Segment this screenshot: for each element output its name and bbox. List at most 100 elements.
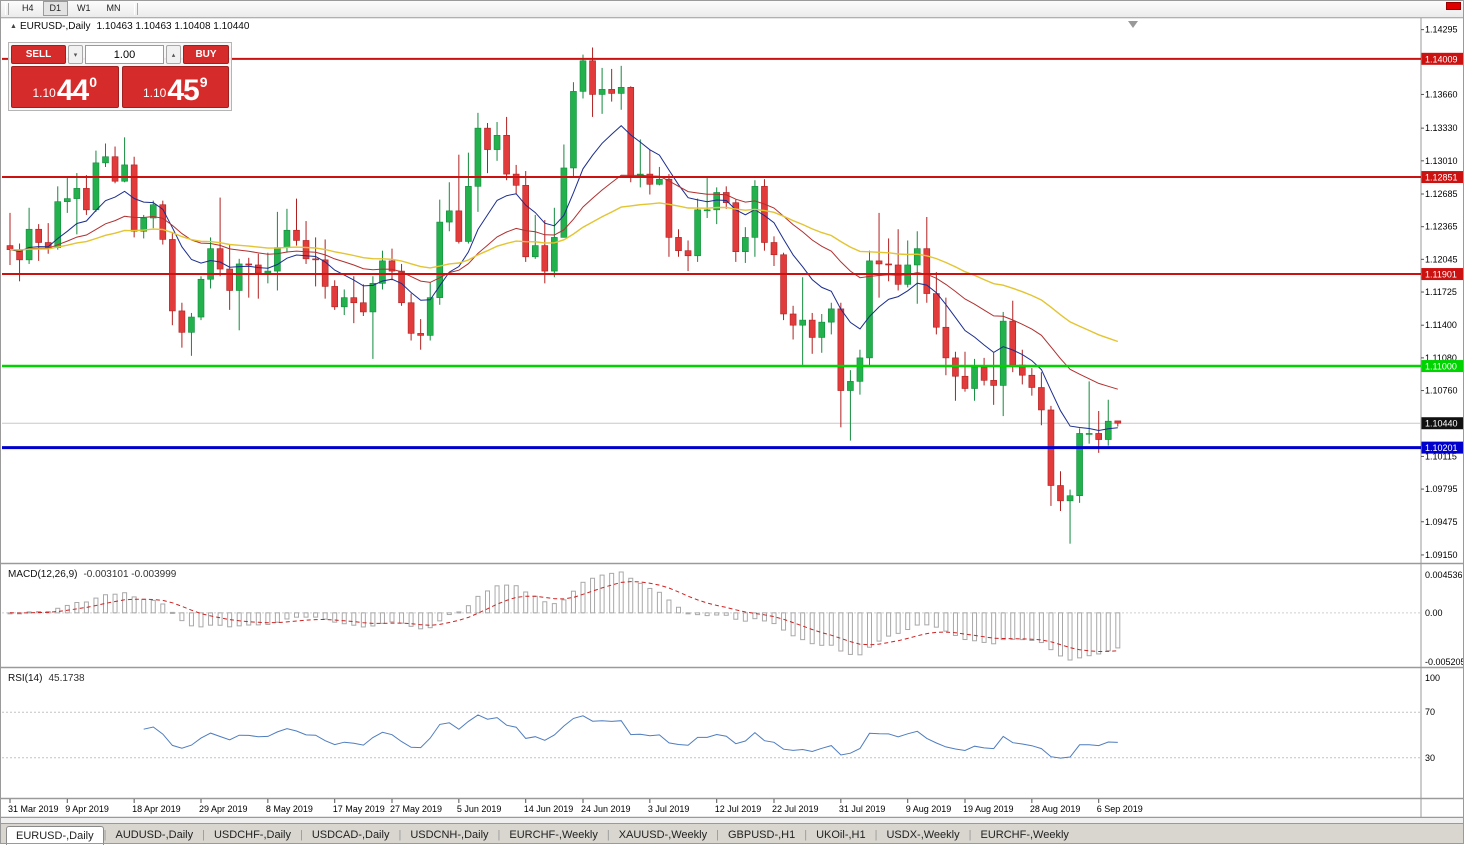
close-button[interactable] — [1446, 2, 1461, 10]
macd-bar — [314, 613, 318, 617]
macd-bar — [858, 613, 862, 655]
sell-button[interactable]: SELL — [11, 45, 66, 64]
chart-tab-ukoil-h1[interactable]: UKOil-,H1 — [807, 826, 875, 844]
candle-body — [809, 320, 815, 337]
macd-bar — [1059, 613, 1063, 656]
macd-bar — [638, 583, 642, 612]
timeframe-button-d1[interactable]: D1 — [43, 1, 69, 16]
macd-bar — [1001, 613, 1005, 640]
macd-indicator-title: MACD(12,26,9) -0.003101 -0.003999 — [8, 569, 176, 580]
macd-label: MACD(12,26,9) — [8, 569, 77, 580]
candle-body — [169, 239, 175, 310]
timeframe-button-h4[interactable]: H4 — [15, 1, 41, 16]
macd-bar — [648, 588, 652, 612]
buy-price-big: 45 — [167, 78, 198, 104]
macd-bar — [619, 572, 623, 613]
candle-body — [1000, 321, 1006, 385]
chart-tab-usdcad-daily[interactable]: USDCAD-,Daily — [303, 826, 399, 844]
macd-bar — [1087, 613, 1091, 656]
macd-bar — [705, 613, 709, 616]
candle-body — [504, 135, 510, 174]
volume-increase-button[interactable]: ▴ — [166, 45, 181, 64]
chart-tab-eurchf-weekly[interactable]: EURCHF-,Weekly — [500, 826, 606, 844]
price-axis[interactable] — [1421, 18, 1464, 798]
candle-body — [227, 269, 233, 290]
macd-bar — [915, 613, 919, 625]
candle-body — [972, 367, 978, 388]
macd-bar — [562, 600, 566, 613]
chart-tab-eurusd-daily[interactable]: EURUSD-,Daily — [6, 826, 104, 845]
volume-decrease-button[interactable]: ▾ — [68, 45, 83, 64]
macd-bar — [772, 613, 776, 624]
candle-body — [991, 380, 997, 385]
candle-body — [1077, 433, 1083, 495]
macd-bar — [667, 600, 671, 613]
macd-bar — [877, 613, 881, 641]
macd-bar — [868, 613, 872, 647]
candle-body — [867, 261, 873, 358]
timeframe-button-w1[interactable]: W1 — [70, 1, 98, 16]
candle-body — [685, 251, 691, 256]
candle-body — [370, 283, 376, 312]
macd-bar — [113, 594, 117, 613]
macd-bar — [724, 613, 728, 615]
candle-body — [399, 271, 405, 303]
candle-body — [742, 237, 748, 251]
macd-bar — [342, 613, 346, 624]
rsi-indicator-title: RSI(14)45.1738 — [8, 673, 85, 684]
candle-body — [676, 237, 682, 250]
macd-bar — [686, 613, 690, 614]
chart-symbol-label: EURUSD-,Daily — [20, 21, 91, 32]
chart-tab-usdchf-daily[interactable]: USDCHF-,Daily — [205, 826, 300, 844]
buy-price-sup: 9 — [200, 75, 208, 89]
macd-bar — [218, 613, 222, 625]
volume-input[interactable] — [85, 45, 164, 64]
macd-values: -0.003101 -0.003999 — [83, 569, 176, 580]
candle-body — [819, 322, 825, 337]
candle-body — [284, 230, 290, 247]
candle-body — [656, 179, 662, 184]
candle-body — [255, 265, 261, 273]
macd-bar — [380, 613, 384, 623]
chart-tab-xauusd-weekly[interactable]: XAUUSD-,Weekly — [610, 826, 716, 844]
macd-bar — [256, 613, 260, 625]
rsi-label: RSI(14) — [8, 673, 42, 684]
macd-bar — [982, 613, 986, 643]
candle-body — [1115, 421, 1121, 423]
timeframe-button-mn[interactable]: MN — [100, 1, 128, 16]
macd-bar — [1078, 613, 1082, 658]
macd-bar — [514, 586, 518, 613]
candle-body — [790, 314, 796, 325]
buy-button[interactable]: BUY — [183, 45, 229, 64]
candle-body — [828, 309, 834, 322]
macd-bar — [734, 613, 738, 619]
chart-tab-gbpusd-h1[interactable]: GBPUSD-,H1 — [719, 826, 804, 844]
chart-tab-audusd-daily[interactable]: AUDUSD-,Daily — [106, 826, 202, 844]
macd-bar — [189, 613, 193, 626]
macd-bar — [323, 613, 327, 619]
macd-bar — [973, 613, 977, 641]
candle-body — [1058, 486, 1064, 501]
candle-body — [1096, 433, 1102, 439]
macd-bar — [810, 613, 814, 644]
toolbar-grip — [134, 3, 138, 15]
candle-body — [494, 135, 500, 149]
macd-bar — [285, 613, 289, 619]
chart-tab-eurchf-weekly[interactable]: EURCHF-,Weekly — [971, 826, 1077, 844]
chart-tab-usdx-weekly[interactable]: USDX-,Weekly — [877, 826, 968, 844]
sell-price-big: 44 — [57, 78, 88, 104]
time-axis[interactable] — [0, 800, 1421, 817]
candle-body — [188, 317, 194, 332]
chart-shift-marker-icon[interactable] — [1128, 21, 1138, 28]
macd-bar — [1097, 613, 1101, 654]
macd-bar — [123, 593, 127, 613]
chart-tab-usdcnh-daily[interactable]: USDCNH-,Daily — [401, 826, 497, 844]
macd-bar — [696, 613, 700, 615]
candle-body — [64, 199, 70, 202]
macd-bar — [524, 592, 528, 613]
candle-body — [418, 333, 424, 335]
